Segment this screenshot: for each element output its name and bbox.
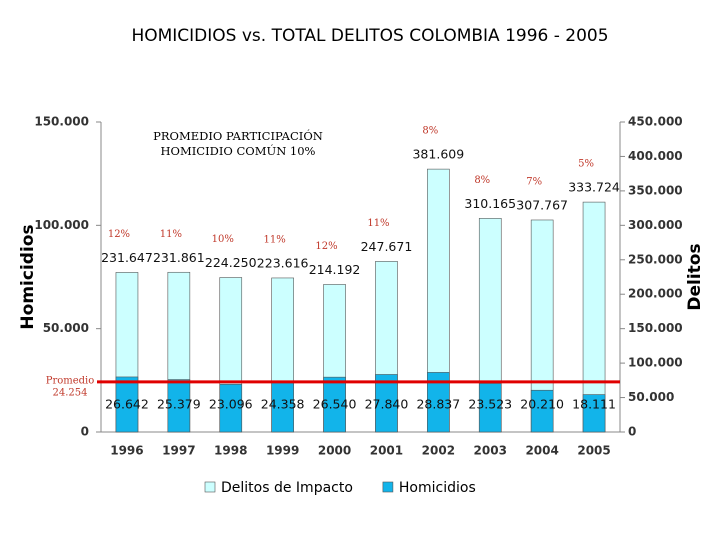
value-label: 25.379 bbox=[157, 397, 201, 412]
x-tick-label: 1999 bbox=[266, 444, 299, 458]
x-tick-label: 1998 bbox=[214, 444, 247, 458]
x-tick-label: 2001 bbox=[370, 444, 403, 458]
y2-tick-label: 100.000 bbox=[628, 356, 683, 370]
participation-label: 12% bbox=[108, 229, 130, 240]
bar bbox=[530, 389, 554, 433]
legend-label: Homicidios bbox=[399, 480, 476, 496]
value-label: 28.837 bbox=[416, 397, 460, 412]
value-label: 23.096 bbox=[209, 397, 253, 412]
value-label: 24.358 bbox=[261, 397, 305, 412]
value-label: 231.861 bbox=[153, 250, 205, 265]
y2-tick-label: 300.000 bbox=[628, 218, 683, 232]
x-tick-label: 2003 bbox=[474, 444, 507, 458]
x-tick-label: 1996 bbox=[110, 444, 143, 458]
y-tick-label: 50.000 bbox=[43, 321, 89, 335]
bar bbox=[167, 379, 191, 433]
value-label: 26.642 bbox=[105, 397, 149, 412]
bar bbox=[115, 376, 139, 433]
x-tick-label: 2000 bbox=[318, 444, 351, 458]
annotation: HOMICIDIO COMÚN 10% bbox=[161, 144, 316, 158]
value-label: 224.250 bbox=[205, 255, 257, 270]
x-tick-label: 1997 bbox=[162, 444, 195, 458]
chart-title: HOMICIDIOS vs. TOTAL DELITOS COLOMBIA 19… bbox=[131, 26, 608, 46]
x-tick-label: 2002 bbox=[422, 444, 455, 458]
bar bbox=[323, 376, 346, 433]
x-tick-label: 2004 bbox=[525, 444, 558, 458]
annotation: PROMEDIO PARTICIPACIÓN bbox=[153, 129, 323, 143]
value-label: 333.724 bbox=[568, 180, 620, 195]
y2-tick-label: 0 bbox=[628, 425, 636, 439]
participation-label: 8% bbox=[422, 126, 438, 137]
participation-label: 12% bbox=[315, 241, 337, 252]
bar bbox=[582, 394, 606, 433]
legend-swatch bbox=[204, 481, 216, 493]
y-tick-label: 150.000 bbox=[34, 115, 89, 129]
legend-label: Delitos de Impacto bbox=[221, 480, 353, 496]
value-label: 231.647 bbox=[101, 250, 153, 265]
y2-tick-label: 150.000 bbox=[628, 321, 683, 335]
value-label: 381.609 bbox=[412, 147, 464, 162]
x-tick-label: 2005 bbox=[577, 444, 610, 458]
y-tick-label: 0 bbox=[81, 425, 89, 439]
y-axis-title: Homicidios bbox=[18, 224, 38, 329]
average-value: 24.254 bbox=[53, 387, 88, 398]
value-label: 214.192 bbox=[309, 262, 361, 277]
participation-label: 11% bbox=[367, 218, 389, 229]
participation-label: 7% bbox=[526, 176, 542, 187]
y2-tick-label: 200.000 bbox=[628, 287, 683, 301]
participation-label: 5% bbox=[578, 159, 594, 170]
value-label: 310.165 bbox=[464, 196, 516, 211]
value-label: 307.767 bbox=[516, 197, 568, 212]
value-label: 223.616 bbox=[257, 255, 309, 270]
value-label: 247.671 bbox=[361, 239, 413, 254]
bar bbox=[375, 374, 398, 433]
value-label: 20.210 bbox=[520, 397, 564, 412]
y2-tick-label: 400.000 bbox=[628, 149, 683, 163]
value-label: 26.540 bbox=[313, 397, 357, 412]
participation-label: 11% bbox=[264, 234, 286, 245]
participation-label: 11% bbox=[160, 229, 182, 240]
value-label: 18.111 bbox=[572, 397, 616, 412]
value-label: 27.840 bbox=[365, 397, 409, 412]
y2-tick-label: 450.000 bbox=[628, 115, 683, 129]
bar bbox=[219, 383, 243, 433]
y2-tick-label: 50.000 bbox=[628, 390, 674, 404]
legend-swatch bbox=[382, 481, 394, 493]
value-label: 23.523 bbox=[468, 397, 512, 412]
y2-axis-title: Delitos bbox=[685, 243, 705, 310]
participation-label: 8% bbox=[474, 175, 490, 186]
y2-tick-label: 350.000 bbox=[628, 183, 683, 197]
participation-label: 10% bbox=[212, 234, 234, 245]
y2-tick-label: 250.000 bbox=[628, 252, 683, 266]
y-tick-label: 100.000 bbox=[34, 218, 89, 232]
average-label: Promedio bbox=[46, 375, 95, 386]
bar bbox=[478, 383, 502, 433]
bar bbox=[427, 372, 450, 433]
